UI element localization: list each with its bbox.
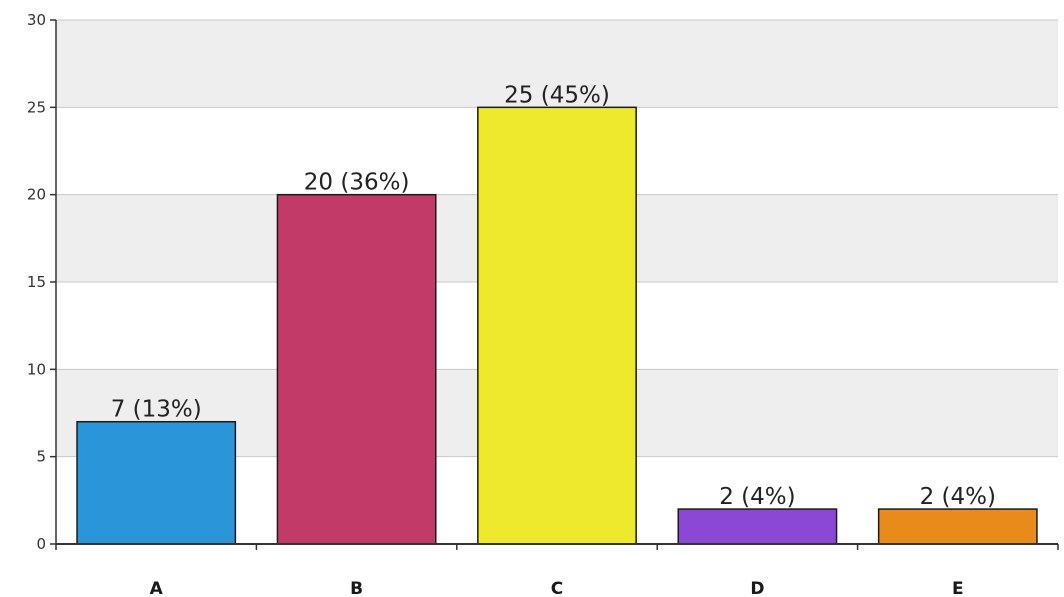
- bar-e: [877, 508, 1038, 545]
- y-tick-label: 5: [36, 448, 46, 466]
- bar-d: [677, 508, 838, 545]
- data-label-b: 20 (36%): [304, 170, 410, 196]
- data-label-d: 2 (4%): [719, 484, 795, 510]
- bars: [76, 106, 1038, 545]
- y-tick-label: 30: [27, 11, 46, 29]
- data-label-e: 2 (4%): [920, 484, 996, 510]
- y-tick-label: 15: [27, 273, 46, 291]
- x-tick-label-b: B: [350, 579, 363, 597]
- y-tick-label: 10: [27, 360, 46, 378]
- bar-b: [276, 193, 437, 545]
- y-tick-label: 25: [27, 98, 46, 116]
- y-axis-ticks: 0 5 10 15 20 25 30: [27, 11, 56, 553]
- x-tick-label-d: D: [750, 579, 764, 597]
- bar-a: [76, 420, 237, 545]
- y-tick-label: 20: [27, 186, 46, 204]
- data-labels: 7 (13%) 20 (36%) 25 (45%) 2 (4%) 2 (4%): [111, 82, 996, 510]
- data-label-c: 25 (45%): [504, 82, 610, 108]
- background-band: [56, 20, 1058, 108]
- data-label-a: 7 (13%): [111, 397, 202, 423]
- y-tick-label: 0: [36, 535, 46, 553]
- bar-c: [477, 106, 637, 545]
- x-tick-label-a: A: [150, 579, 164, 597]
- x-tick-label-e: E: [952, 579, 964, 597]
- x-tick-label-c: C: [551, 579, 563, 597]
- x-axis-ticks: A B C D E: [55, 544, 1059, 597]
